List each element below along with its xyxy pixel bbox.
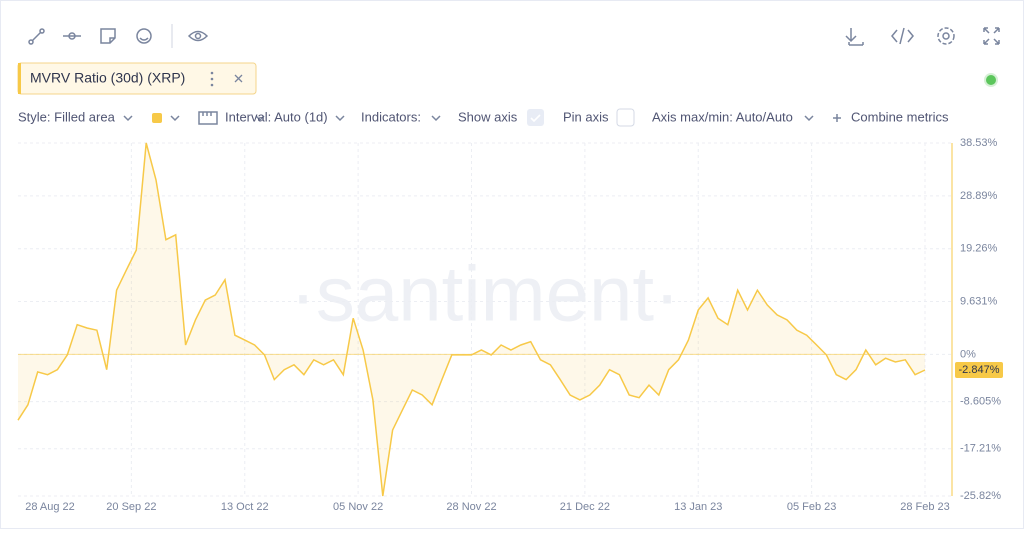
chip-accent — [18, 63, 21, 94]
chip-close[interactable] — [234, 74, 243, 83]
chip-menu[interactable] — [210, 71, 214, 87]
y-tick-label: -25.82% — [960, 490, 1001, 502]
interval-control[interactable]: Interval: Auto (1d) — [225, 109, 328, 124]
pin-axis-control[interactable]: Pin axis — [563, 109, 609, 124]
watermark: ·santiment· — [290, 250, 680, 338]
interval-icon — [198, 111, 218, 125]
y-tick-label: -17.21% — [960, 443, 1001, 455]
x-tick-label: 21 Dec 22 — [560, 501, 610, 513]
toolbar-icons[interactable] — [28, 24, 1000, 48]
x-tick-label: 28 Nov 22 — [446, 501, 496, 513]
y-tick-label: 19.26% — [960, 243, 998, 255]
line — [17, 142, 926, 497]
y-tick-label: -8.605% — [960, 395, 1001, 407]
x-tick-label: 28 Feb 23 — [900, 501, 950, 513]
metric-name: MVRV Ratio (30d) (XRP) — [30, 70, 185, 86]
area-fill — [18, 143, 925, 496]
axis-minmax-control[interactable]: Axis max/min: Auto/Auto — [652, 109, 793, 124]
show-axis-control[interactable]: Show axis — [458, 109, 518, 124]
y-tick-label: 9.631% — [960, 295, 998, 307]
checkmark — [530, 114, 541, 123]
last-value-tag — [955, 361, 1003, 378]
x-tick-label: 05 Feb 23 — [787, 501, 837, 513]
x-tick-label: 13 Oct 22 — [221, 501, 269, 513]
combine-control[interactable]: Combine metrics — [851, 109, 949, 124]
style-control[interactable]: Style: Filled area — [18, 109, 116, 124]
x-tick-label: 05 Nov 22 — [333, 501, 383, 513]
indicators-control[interactable]: Indicators: — [361, 109, 421, 124]
color-swatch[interactable] — [152, 113, 162, 123]
y-tick-label: 0% — [960, 348, 976, 360]
x-tick-label: 20 Sep 22 — [106, 501, 156, 513]
status-dot — [984, 73, 998, 87]
y-tick-label: 28.89% — [960, 190, 998, 202]
pin-axis-checkbox[interactable] — [616, 108, 635, 127]
show-axis-checkbox[interactable] — [527, 109, 544, 126]
x-tick-label: 13 Jan 23 — [674, 501, 722, 513]
last-value-label: -2.847% — [959, 364, 1000, 376]
y-tick-label: 38.53% — [960, 137, 998, 149]
dropdown-arrows — [123, 115, 814, 122]
plus-icon — [833, 114, 841, 122]
x-tick-label: 28 Aug 22 — [25, 501, 75, 513]
